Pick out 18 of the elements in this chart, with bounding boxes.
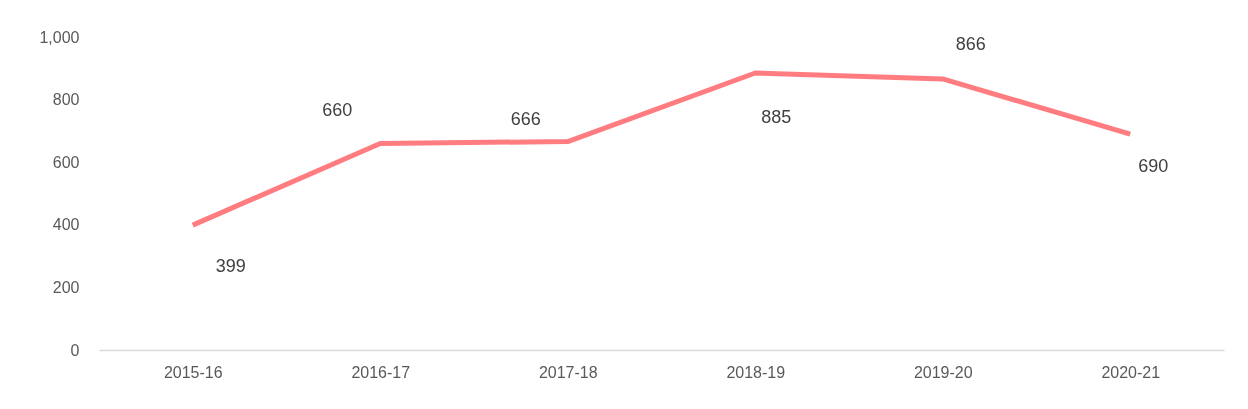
data-label: 666	[510, 108, 541, 129]
x-tick-label: 2016-17	[351, 363, 411, 381]
data-label: 399	[215, 256, 246, 277]
y-tick-label: 0	[70, 341, 80, 359]
x-tick-label: 2018-19	[726, 363, 786, 381]
y-tick-label: 800	[52, 91, 80, 109]
x-tick-label: 2017-18	[538, 363, 598, 381]
y-tick-label: 1,000	[39, 28, 80, 46]
data-label: 690	[1138, 156, 1169, 177]
y-tick-label: 400	[52, 216, 80, 234]
data-label: 660	[322, 100, 353, 121]
x-tick-label: 2015-16	[163, 363, 223, 381]
x-tick-label: 2020-21	[1101, 363, 1161, 381]
y-tick-label: 200	[52, 278, 80, 296]
y-tick-label: 600	[52, 153, 80, 171]
x-tick-label: 2019-20	[913, 363, 973, 381]
data-label: 885	[761, 107, 792, 127]
data-label: 866	[955, 33, 986, 54]
